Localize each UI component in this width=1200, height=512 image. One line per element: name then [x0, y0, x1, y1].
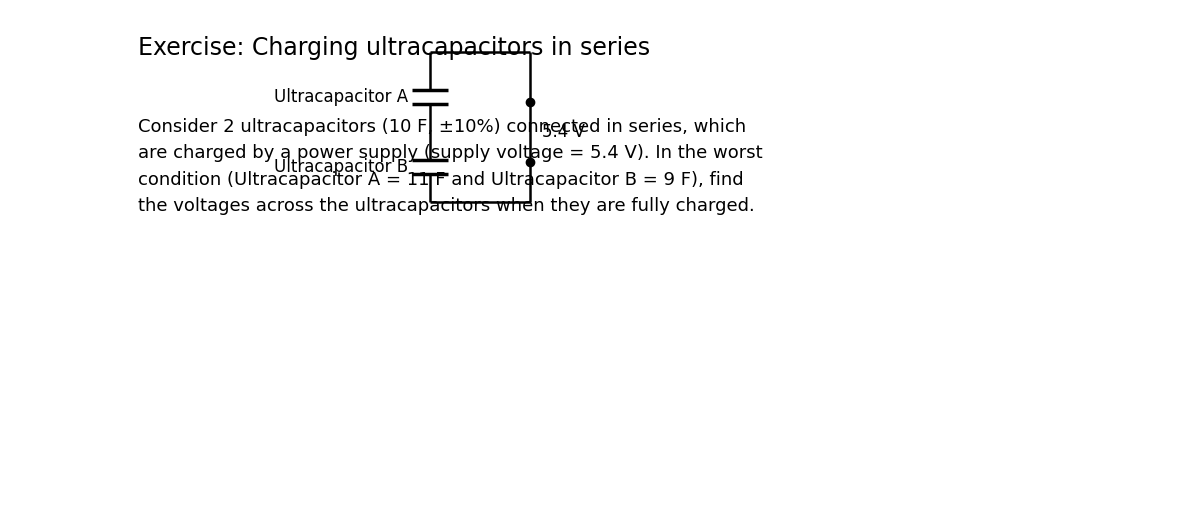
Text: Ultracapacitor A: Ultracapacitor A	[274, 88, 408, 106]
Text: 5.4 V: 5.4 V	[542, 123, 584, 141]
Text: Exercise: Charging ultracapacitors in series: Exercise: Charging ultracapacitors in se…	[138, 36, 650, 60]
Text: Consider 2 ultracapacitors (10 F, ±10%) connected in series, which
are charged b: Consider 2 ultracapacitors (10 F, ±10%) …	[138, 118, 763, 215]
Text: Ultracapacitor B: Ultracapacitor B	[274, 158, 408, 176]
